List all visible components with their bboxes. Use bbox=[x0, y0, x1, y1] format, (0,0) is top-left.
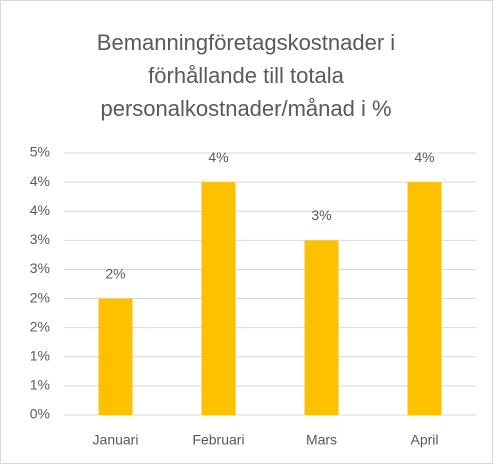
y-tick-label: 0% bbox=[30, 406, 50, 422]
data-label: 4% bbox=[414, 149, 434, 165]
x-tick-label: April bbox=[410, 432, 438, 448]
data-label: 3% bbox=[311, 207, 331, 223]
x-tick-label: Februari bbox=[192, 432, 244, 448]
y-tick-label: 1% bbox=[30, 347, 50, 363]
data-label: 4% bbox=[208, 149, 228, 165]
x-tick-label: Mars bbox=[306, 432, 337, 448]
chart-title: Bemanningföretagskostnader i förhållande… bbox=[96, 30, 396, 121]
x-tick-label: Januari bbox=[93, 432, 139, 448]
y-tick-label: 5% bbox=[30, 144, 50, 160]
bar bbox=[98, 298, 133, 415]
bar bbox=[407, 182, 442, 415]
data-label: 2% bbox=[105, 265, 125, 281]
y-tick-label: 2% bbox=[30, 289, 50, 305]
y-tick-label: 3% bbox=[30, 231, 50, 247]
y-tick-label: 1% bbox=[30, 377, 50, 393]
y-tick-label: 4% bbox=[30, 173, 50, 189]
y-tick-label: 2% bbox=[30, 318, 50, 334]
y-tick-label: 4% bbox=[30, 202, 50, 218]
bar bbox=[201, 182, 236, 415]
bar bbox=[304, 240, 339, 415]
y-tick-label: 3% bbox=[30, 260, 50, 276]
